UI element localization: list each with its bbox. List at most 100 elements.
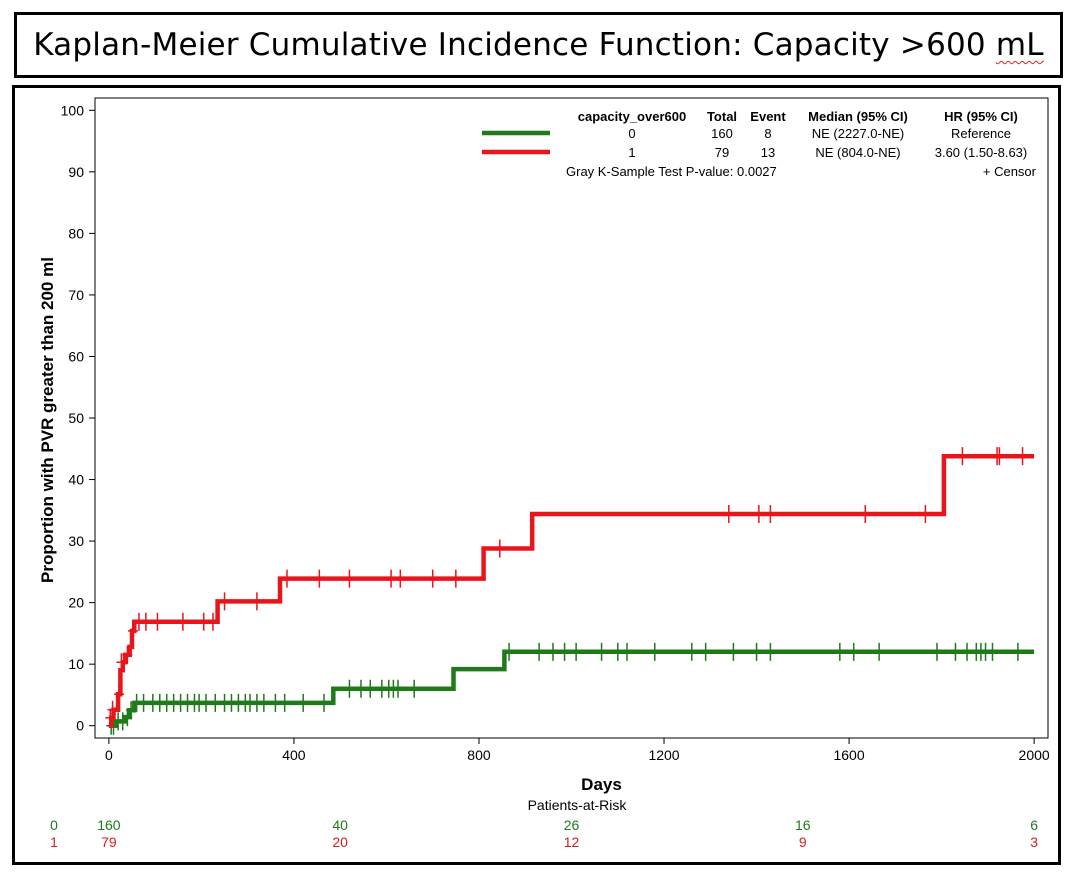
censor-mark: [834, 642, 845, 661]
censor-mark: [201, 693, 212, 712]
censor-mark: [848, 642, 859, 661]
y-tick-label: 100: [61, 102, 85, 118]
censor-mark: [874, 642, 885, 661]
censor-mark: [344, 679, 355, 698]
censor-mark: [860, 505, 871, 523]
y-tick-label: 0: [76, 718, 84, 734]
censor-mark: [122, 645, 133, 664]
censor-mark: [450, 569, 461, 588]
censor-mark: [612, 642, 623, 661]
title-box: Kaplan-Meier Cumulative Incidence Functi…: [14, 12, 1063, 78]
censor-mark: [962, 642, 973, 661]
risk-count: 20: [332, 834, 348, 850]
censor-mark: [393, 679, 404, 698]
legend-header: Median (95% CI): [808, 109, 908, 124]
y-tick-label: 70: [68, 287, 84, 303]
censor-mark: [279, 693, 290, 712]
censor-mark: [957, 447, 968, 466]
censor-mark: [107, 700, 118, 719]
risk-count: 79: [101, 834, 117, 850]
legend-cell-event: 13: [761, 145, 775, 160]
censor-mark: [198, 612, 209, 631]
censor-mark: [344, 569, 355, 588]
censor-mark: [365, 679, 376, 698]
legend-cell-group: 1: [628, 145, 635, 160]
censor-mark: [571, 642, 582, 661]
risk-table-title: Patients-at-Risk: [528, 797, 628, 813]
legend-header: HR (95% CI): [944, 109, 1018, 124]
censor-mark: [559, 642, 570, 661]
censor-mark: [596, 642, 607, 661]
risk-count: 26: [564, 817, 580, 833]
censor-mark: [356, 679, 367, 698]
x-tick-label: 400: [282, 747, 306, 763]
censor-mark: [210, 693, 221, 712]
censor-mark: [728, 642, 739, 661]
y-tick-label: 20: [68, 595, 84, 611]
risk-group-label: 0: [50, 817, 58, 833]
censor-mark: [127, 621, 138, 640]
legend-cell-total: 160: [711, 126, 733, 141]
censor-mark: [177, 612, 188, 631]
censor-mark: [207, 612, 218, 631]
legend-test-text: Gray K-Sample Test P-value: 0.0027: [566, 164, 777, 179]
chart-title: Kaplan-Meier Cumulative Incidence Functi…: [33, 27, 1044, 63]
censor-mark: [723, 505, 734, 523]
censor-mark: [314, 569, 325, 588]
x-tick-label: 1200: [648, 747, 679, 763]
censor-mark: [219, 592, 230, 611]
risk-count: 16: [795, 817, 811, 833]
risk-count: 3: [1030, 834, 1038, 850]
legend-header: Total: [707, 109, 737, 124]
censor-mark: [251, 592, 262, 611]
x-tick-label: 2000: [1019, 747, 1050, 763]
risk-count: 40: [332, 817, 348, 833]
legend-header: capacity_over600: [578, 109, 686, 124]
censor-mark: [1012, 642, 1023, 661]
censor-mark: [427, 569, 438, 588]
censor-mark: [270, 693, 281, 712]
censor-mark: [281, 569, 292, 588]
figure-frame: [12, 85, 1061, 865]
censor-mark: [751, 642, 762, 661]
risk-group-label: 1: [50, 834, 58, 850]
censor-mark: [994, 447, 1005, 466]
y-tick-label: 60: [68, 348, 84, 364]
censor-mark: [395, 569, 406, 588]
series-1-curve: [108, 453, 1035, 728]
series-0-curve: [108, 649, 1035, 728]
censor-mark: [138, 693, 149, 712]
legend-header: Event: [750, 109, 786, 124]
risk-count: 160: [97, 817, 121, 833]
legend-censor-text: + Censor: [983, 164, 1037, 179]
censor-mark: [931, 642, 942, 661]
censor-mark: [114, 685, 125, 704]
legend-cell-group: 0: [628, 126, 635, 141]
censor-mark: [152, 612, 163, 631]
y-axis-title: Proportion with PVR greater than 200 ml: [38, 257, 57, 583]
x-tick-label: 0: [105, 747, 113, 763]
censor-mark: [258, 693, 269, 712]
y-tick-label: 10: [68, 656, 84, 672]
legend-cell-hr: 3.60 (1.50-8.63): [935, 145, 1028, 160]
plot-area: [94, 97, 1049, 739]
x-tick-label: 800: [467, 747, 491, 763]
censor-mark: [1017, 447, 1028, 466]
censor-mark: [534, 642, 545, 661]
censor-mark: [116, 653, 127, 672]
risk-count: 12: [564, 834, 580, 850]
censor-mark: [920, 505, 931, 523]
censor-mark: [318, 693, 329, 712]
censor-mark: [117, 712, 128, 731]
legend-cell-hr: Reference: [951, 126, 1011, 141]
censor-mark: [622, 642, 633, 661]
censor-mark: [765, 642, 776, 661]
title-unit: mL: [995, 27, 1044, 63]
legend-cell-event: 8: [764, 126, 771, 141]
censor-mark: [700, 642, 711, 661]
risk-count: 6: [1030, 817, 1038, 833]
censor-mark: [298, 693, 309, 712]
y-tick-label: 30: [68, 533, 84, 549]
censor-mark: [126, 701, 137, 720]
